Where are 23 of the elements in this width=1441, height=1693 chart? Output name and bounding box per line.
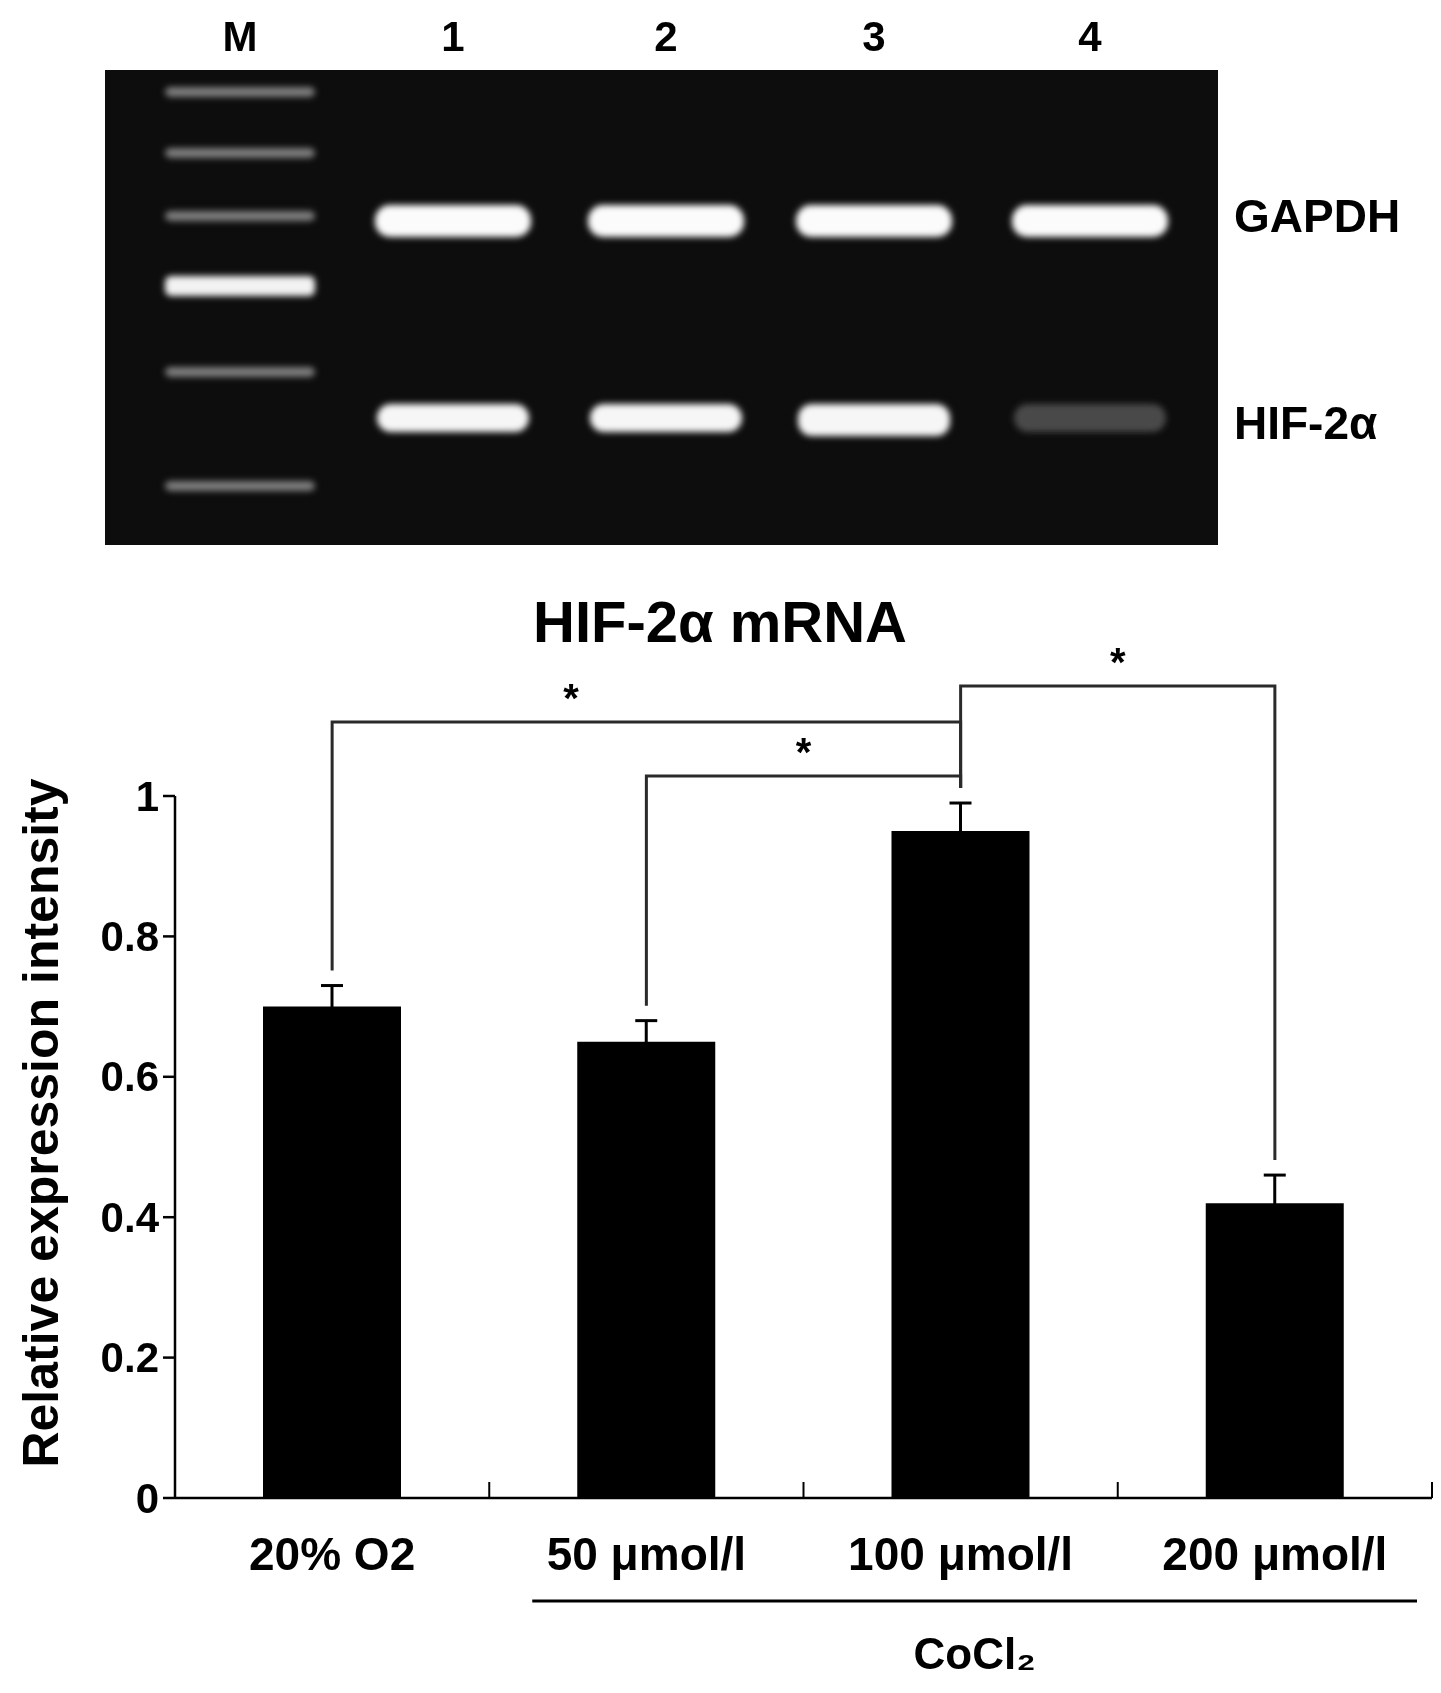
text: * <box>1109 640 1126 684</box>
y-tick-label: 0.8 <box>100 912 159 960</box>
y-axis-title: Relative expression intensity <box>13 778 69 1468</box>
y-tick-label: 0 <box>135 1474 159 1522</box>
text: GAPDH <box>1234 190 1401 242</box>
chart-title: HIF-2α mRNA <box>533 588 907 654</box>
x-tick-label: 100 μmol/l <box>848 1528 1074 1580</box>
text: 4 <box>1078 12 1103 60</box>
x-tick-label: 50 μmol/l <box>546 1528 747 1580</box>
text: * <box>795 730 812 774</box>
text: M <box>222 12 258 60</box>
text: * <box>563 676 580 720</box>
text: 3 <box>862 12 886 60</box>
x-tick-label: 200 μmol/l <box>1162 1528 1388 1580</box>
y-tick-label: 1 <box>135 772 159 820</box>
y-tick-label: 0.2 <box>100 1334 159 1382</box>
text: 1 <box>441 12 465 60</box>
y-tick-label: 0.4 <box>100 1193 160 1241</box>
text: CoCl₂ <box>913 1628 1036 1678</box>
y-tick-label: 0.6 <box>100 1053 159 1101</box>
x-tick-label: 20% O2 <box>249 1528 416 1580</box>
text: 2 <box>654 12 678 60</box>
text: HIF-2α <box>1234 397 1378 449</box>
